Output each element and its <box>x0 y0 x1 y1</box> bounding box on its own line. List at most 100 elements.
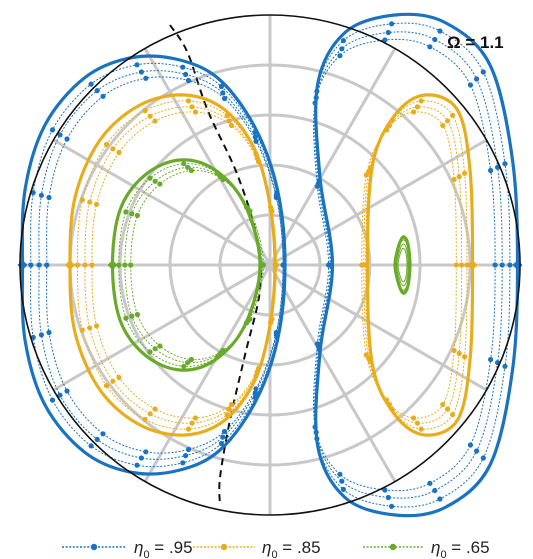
legend-label-eta-095: η0 = .95 <box>134 538 193 559</box>
series-eta_095 <box>17 12 523 518</box>
omega-label: Ω = 1.1 <box>447 33 504 52</box>
start-marker-eta_085-left <box>65 260 75 270</box>
data-point-eta_095-right-3-4 <box>427 44 433 50</box>
data-point-eta_085-left-3-5 <box>192 109 199 115</box>
sampled-orbit-eta_065-right-2 <box>396 243 409 287</box>
data-point-eta_065-left-2-10 <box>185 360 191 366</box>
data-point-eta_085-left-1-5 <box>185 98 192 104</box>
data-point-eta_095-right-3-10 <box>314 341 320 347</box>
data-point-eta_095-left-1-5 <box>134 62 140 68</box>
data-point-eta_065-left-2-11 <box>152 346 158 352</box>
data-point-eta_095-left-3-12 <box>253 386 259 392</box>
data-point-eta_095-right-1-5 <box>389 21 395 27</box>
data-point-eta_095-left-1-14 <box>180 460 186 466</box>
data-point-eta_085-left-2-12 <box>226 406 232 412</box>
data-point-eta_095-right-3-15 <box>467 442 473 448</box>
data-point-eta_085-left-3-15 <box>116 374 122 381</box>
data-point-eta_095-right-3-16 <box>488 356 494 363</box>
data-point-eta_085-right-1-2 <box>462 170 468 176</box>
data-point-eta_085-right-3-12 <box>451 347 457 354</box>
data-point-eta_085-left-2-4 <box>147 113 153 119</box>
data-point-eta_065-left-2-3 <box>152 178 158 184</box>
data-point-eta_065-left-3-3 <box>157 181 163 187</box>
data-point-eta_095-left-2-13 <box>220 434 226 440</box>
data-point-eta_095-right-3-9 <box>326 262 332 268</box>
data-point-eta_095-right-2-12 <box>339 478 345 484</box>
orbit-eta_065-right <box>393 235 412 295</box>
data-point-eta_095-left-2-1 <box>36 262 42 268</box>
orbit-eta_095-left <box>20 54 287 476</box>
data-point-eta_095-left-3-1 <box>44 262 50 268</box>
data-point-eta_095-right-1-15 <box>480 455 486 461</box>
data-point-eta_095-right-3-2 <box>488 167 494 174</box>
data-point-eta_085-right-3-7 <box>359 262 365 268</box>
data-point-eta_095-left-2-14 <box>183 453 189 459</box>
data-point-eta_095-right-1-16 <box>502 363 508 369</box>
unit-circle-boundary <box>19 14 521 516</box>
data-point-eta_095-left-3-2 <box>46 194 52 201</box>
data-point-eta_085-right-3-1 <box>453 262 459 268</box>
data-point-eta_085-left-1-4 <box>142 108 148 114</box>
data-point-eta_065-left-2-2 <box>129 211 135 217</box>
data-point-eta_085-left-2-16 <box>87 325 93 331</box>
data-point-eta_095-left-1-1 <box>28 262 34 268</box>
data-point-eta_085-right-3-3 <box>440 122 446 129</box>
data-point-eta_085-right-1-3 <box>450 112 456 118</box>
data-point-eta_095-right-1-2 <box>502 161 508 167</box>
data-point-eta_085-right-2-11 <box>445 406 451 412</box>
data-point-eta_095-right-2-5 <box>385 29 391 36</box>
data-point-eta_085-left-2-14 <box>147 411 153 417</box>
data-point-eta_085-left-3-1 <box>89 262 95 268</box>
data-point-eta_085-left-1-16 <box>79 327 85 333</box>
data-point-eta_085-right-2-1 <box>459 262 465 268</box>
data-point-eta_085-left-2-15 <box>110 378 116 384</box>
data-point-eta_095-left-2-18 <box>38 332 45 338</box>
data-point-eta_065-left-3-11 <box>157 343 163 349</box>
data-point-eta_095-right-1-12 <box>340 486 346 492</box>
data-point-eta_095-left-3-17 <box>64 388 70 394</box>
orbit-eta_085-left <box>68 93 277 437</box>
data-point-eta_065-left-2-1 <box>122 262 128 268</box>
legend-marker-eta-095 <box>90 543 98 551</box>
data-point-eta_065-left-3-10 <box>188 356 194 363</box>
grid-spoke-6 <box>52 138 488 392</box>
data-point-eta_085-right-2-4 <box>414 104 420 110</box>
legend-entry-eta-065: η0 = .65 <box>363 538 490 559</box>
data-point-eta_095-right-2-6 <box>339 46 345 52</box>
data-point-eta_095-right-2-1 <box>499 262 505 268</box>
data-point-eta_065-left-3-2 <box>134 212 140 219</box>
data-point-eta_085-left-2-1 <box>82 262 88 268</box>
orbit-eta_065-left <box>110 158 262 372</box>
data-point-eta_065-left-1-1 <box>116 262 122 268</box>
data-point-eta_065-left-1-12 <box>123 315 129 321</box>
orbit-curves <box>17 12 523 518</box>
data-point-eta_085-left-2-6 <box>226 118 232 124</box>
data-point-eta_085-right-1-11 <box>450 412 456 418</box>
data-point-eta_095-left-3-18 <box>46 329 52 336</box>
data-point-eta_095-left-1-15 <box>134 462 140 468</box>
orbit-eta_095-right <box>314 12 520 518</box>
series-eta_065 <box>107 158 412 372</box>
data-point-eta_095-left-2-5 <box>138 69 144 75</box>
data-point-eta_065-left-2-4 <box>185 164 191 170</box>
data-point-eta_095-right-2-13 <box>385 494 391 501</box>
data-point-eta_095-left-3-16 <box>100 431 106 437</box>
data-point-eta_095-right-3-3 <box>467 82 473 88</box>
data-point-eta_085-left-2-13 <box>189 420 195 426</box>
data-point-eta_085-left-1-13 <box>185 426 192 432</box>
data-point-eta_095-right-1-3 <box>480 69 486 75</box>
series-eta_085 <box>65 93 478 437</box>
data-point-eta_095-right-1-14 <box>437 496 443 502</box>
data-point-eta_095-left-3-4 <box>100 93 106 99</box>
legend-entry-eta-095: η0 = .95 <box>62 538 193 559</box>
data-point-eta_095-left-3-7 <box>221 95 228 102</box>
data-point-eta_095-left-2-15 <box>138 455 144 461</box>
data-point-eta_095-left-1-7 <box>218 83 224 90</box>
data-point-eta_065-left-1-2 <box>123 209 129 215</box>
data-point-eta_095-left-1-17 <box>49 397 56 403</box>
data-point-eta_085-left-2-2 <box>87 199 93 205</box>
data-point-eta_085-right-3-4 <box>411 109 417 115</box>
data-point-eta_095-left-2-3 <box>57 132 63 138</box>
data-point-eta_065-left-3-4 <box>188 167 194 174</box>
